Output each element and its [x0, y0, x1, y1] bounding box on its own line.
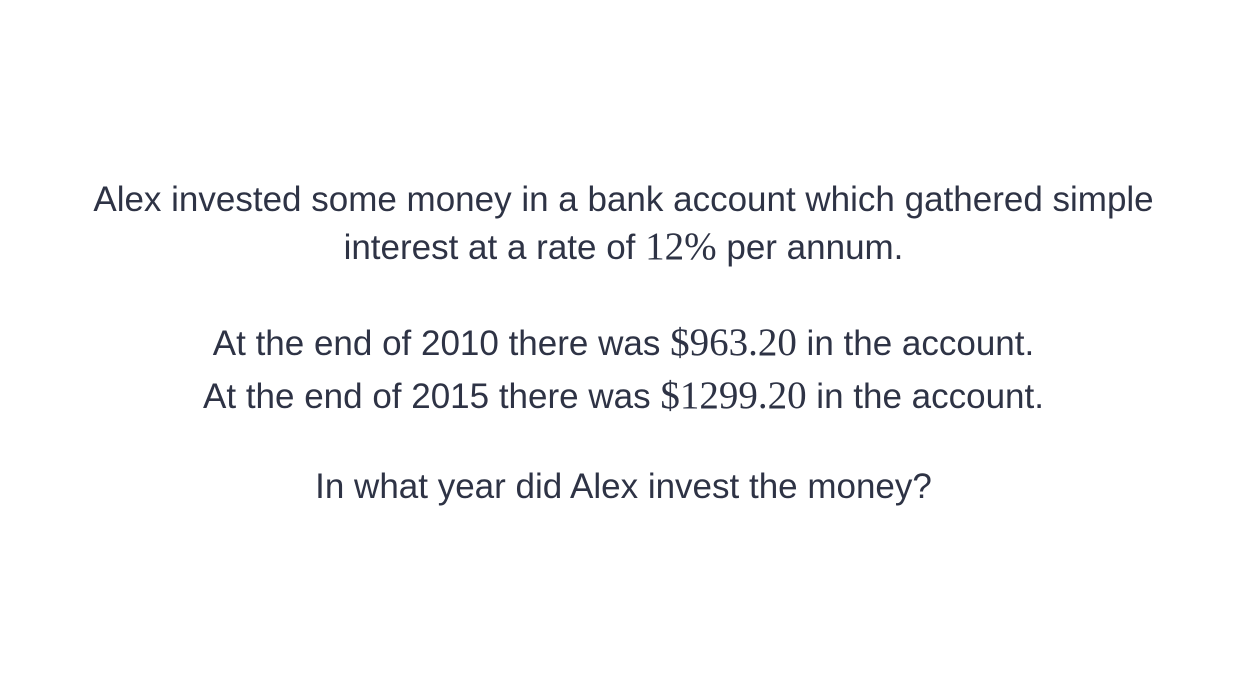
balance-2015: $1299.20: [660, 374, 807, 417]
problem-question: In what year did Alex invest the money?: [0, 463, 1247, 510]
fact-2015-text-before: At the end of 2015 there was: [203, 377, 651, 416]
paragraph-spacer: [0, 271, 1247, 319]
balance-2010: $963.20: [670, 321, 797, 364]
question-text: In what year did Alex invest the money?: [315, 467, 932, 506]
problem-facts: At the end of 2010 there was $963.20 in …: [0, 319, 1247, 420]
interest-rate: 12%: [645, 225, 717, 268]
fact-2015: At the end of 2015 there was $1299.20 in…: [0, 372, 1247, 420]
word-problem: Alex invested some money in a bank accou…: [0, 176, 1247, 510]
intro-text-after-rate: per annum.: [726, 228, 904, 267]
intro-line-2: interest at a rate of 12% per annum.: [0, 223, 1247, 271]
fact-2015-text-after: in the account.: [816, 377, 1044, 416]
fact-2010-text-before: At the end of 2010 there was: [212, 324, 661, 363]
paragraph-spacer: [0, 420, 1247, 463]
fact-2010-text-after: in the account.: [806, 324, 1035, 363]
intro-line-1: Alex invested some money in a bank accou…: [93, 180, 1154, 219]
intro-text-before-rate: interest at a rate of: [343, 228, 636, 267]
problem-intro: Alex invested some money in a bank accou…: [0, 176, 1247, 271]
fact-2010: At the end of 2010 there was $963.20 in …: [0, 319, 1247, 367]
